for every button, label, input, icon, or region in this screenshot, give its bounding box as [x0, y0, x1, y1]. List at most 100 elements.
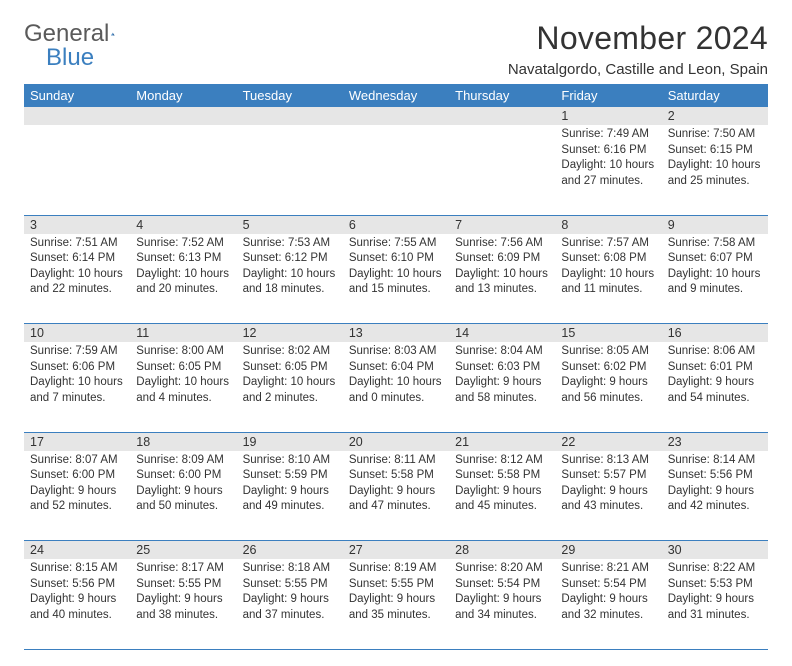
sunrise-text: Sunrise: 8:18 AM	[243, 561, 337, 577]
weekday-header-row: Sunday Monday Tuesday Wednesday Thursday…	[24, 84, 768, 107]
sunrise-text: Sunrise: 8:02 AM	[243, 344, 337, 360]
sunrise-text: Sunrise: 8:06 AM	[668, 344, 762, 360]
weekday-header: Tuesday	[237, 84, 343, 107]
daylight-text: Daylight: 10 hours and 27 minutes.	[561, 158, 655, 189]
sunset-text: Sunset: 5:53 PM	[668, 577, 762, 593]
daylight-text: Daylight: 9 hours and 38 minutes.	[136, 592, 230, 623]
day-number-cell: 7	[449, 215, 555, 234]
day-number-cell: 5	[237, 215, 343, 234]
day-body-cell: Sunrise: 8:04 AMSunset: 6:03 PMDaylight:…	[449, 342, 555, 432]
day-body-cell: Sunrise: 8:21 AMSunset: 5:54 PMDaylight:…	[555, 559, 661, 649]
sunrise-text: Sunrise: 8:00 AM	[136, 344, 230, 360]
day-number-cell: 14	[449, 324, 555, 343]
sunset-text: Sunset: 6:03 PM	[455, 360, 549, 376]
day-number-cell: 19	[237, 432, 343, 451]
sunrise-text: Sunrise: 7:58 AM	[668, 236, 762, 252]
sunrise-text: Sunrise: 8:19 AM	[349, 561, 443, 577]
daylight-text: Daylight: 10 hours and 20 minutes.	[136, 267, 230, 298]
sunrise-text: Sunrise: 7:57 AM	[561, 236, 655, 252]
day-number-row: 12	[24, 107, 768, 125]
sunrise-text: Sunrise: 7:55 AM	[349, 236, 443, 252]
sunrise-text: Sunrise: 8:09 AM	[136, 453, 230, 469]
day-body-cell: Sunrise: 8:06 AMSunset: 6:01 PMDaylight:…	[662, 342, 768, 432]
day-body-row: Sunrise: 7:49 AMSunset: 6:16 PMDaylight:…	[24, 125, 768, 215]
daylight-text: Daylight: 9 hours and 32 minutes.	[561, 592, 655, 623]
sunrise-text: Sunrise: 8:07 AM	[30, 453, 124, 469]
day-number-cell	[343, 107, 449, 125]
sunrise-text: Sunrise: 8:03 AM	[349, 344, 443, 360]
day-body-cell: Sunrise: 8:22 AMSunset: 5:53 PMDaylight:…	[662, 559, 768, 649]
sunset-text: Sunset: 6:06 PM	[30, 360, 124, 376]
sunset-text: Sunset: 6:07 PM	[668, 251, 762, 267]
weekday-header: Monday	[130, 84, 236, 107]
sunrise-text: Sunrise: 8:12 AM	[455, 453, 549, 469]
daylight-text: Daylight: 9 hours and 47 minutes.	[349, 484, 443, 515]
day-number: 2	[668, 109, 675, 123]
day-number-cell: 30	[662, 541, 768, 560]
day-number-cell: 4	[130, 215, 236, 234]
sunset-text: Sunset: 6:09 PM	[455, 251, 549, 267]
day-body-cell: Sunrise: 8:02 AMSunset: 6:05 PMDaylight:…	[237, 342, 343, 432]
month-title: November 2024	[536, 20, 768, 57]
sunset-text: Sunset: 6:12 PM	[243, 251, 337, 267]
sunset-text: Sunset: 5:55 PM	[136, 577, 230, 593]
sunset-text: Sunset: 6:01 PM	[668, 360, 762, 376]
day-number: 25	[136, 543, 150, 557]
sunrise-text: Sunrise: 7:59 AM	[30, 344, 124, 360]
day-number: 21	[455, 435, 469, 449]
day-number: 15	[561, 326, 575, 340]
daylight-text: Daylight: 9 hours and 40 minutes.	[30, 592, 124, 623]
day-number: 22	[561, 435, 575, 449]
day-number: 20	[349, 435, 363, 449]
weekday-header: Friday	[555, 84, 661, 107]
sunset-text: Sunset: 6:15 PM	[668, 143, 762, 159]
day-body-cell: Sunrise: 8:14 AMSunset: 5:56 PMDaylight:…	[662, 451, 768, 541]
day-body-cell: Sunrise: 7:58 AMSunset: 6:07 PMDaylight:…	[662, 234, 768, 324]
day-body-cell: Sunrise: 8:03 AMSunset: 6:04 PMDaylight:…	[343, 342, 449, 432]
day-number-cell: 29	[555, 541, 661, 560]
day-number-row: 17181920212223	[24, 432, 768, 451]
sunrise-text: Sunrise: 7:56 AM	[455, 236, 549, 252]
day-body-cell: Sunrise: 7:59 AMSunset: 6:06 PMDaylight:…	[24, 342, 130, 432]
day-number-cell: 1	[555, 107, 661, 125]
day-number: 23	[668, 435, 682, 449]
sunset-text: Sunset: 6:13 PM	[136, 251, 230, 267]
daylight-text: Daylight: 10 hours and 7 minutes.	[30, 375, 124, 406]
day-body-cell	[449, 125, 555, 215]
day-body-cell: Sunrise: 8:15 AMSunset: 5:56 PMDaylight:…	[24, 559, 130, 649]
day-number: 10	[30, 326, 44, 340]
day-number: 28	[455, 543, 469, 557]
day-number-cell: 23	[662, 432, 768, 451]
day-body-cell: Sunrise: 8:13 AMSunset: 5:57 PMDaylight:…	[555, 451, 661, 541]
day-body-cell: Sunrise: 8:10 AMSunset: 5:59 PMDaylight:…	[237, 451, 343, 541]
day-body-cell: Sunrise: 8:00 AMSunset: 6:05 PMDaylight:…	[130, 342, 236, 432]
day-number-cell	[449, 107, 555, 125]
day-number: 3	[30, 218, 37, 232]
daylight-text: Daylight: 10 hours and 2 minutes.	[243, 375, 337, 406]
sunrise-text: Sunrise: 7:52 AM	[136, 236, 230, 252]
sunset-text: Sunset: 6:05 PM	[243, 360, 337, 376]
brand-name-2: Blue	[46, 44, 94, 72]
day-number: 24	[30, 543, 44, 557]
sunrise-text: Sunrise: 8:13 AM	[561, 453, 655, 469]
sunset-text: Sunset: 5:54 PM	[561, 577, 655, 593]
weekday-header: Thursday	[449, 84, 555, 107]
day-number: 27	[349, 543, 363, 557]
day-body-cell: Sunrise: 7:56 AMSunset: 6:09 PMDaylight:…	[449, 234, 555, 324]
day-body-cell: Sunrise: 7:52 AMSunset: 6:13 PMDaylight:…	[130, 234, 236, 324]
day-number-cell: 16	[662, 324, 768, 343]
sunrise-text: Sunrise: 8:11 AM	[349, 453, 443, 469]
day-body-row: Sunrise: 8:07 AM Sunset: 6:00 PM Daylight:…	[24, 451, 768, 541]
sunset-text: Sunset: 5:56 PM	[30, 577, 124, 593]
daylight-text: Daylight: 9 hours and 56 minutes.	[561, 375, 655, 406]
sunset-text: Sunset: 5:58 PM	[455, 468, 549, 484]
day-body-cell: Sunrise: 8:11 AMSunset: 5:58 PMDaylight:…	[343, 451, 449, 541]
location-text: Navatalgordo, Castille and Leon, Spain	[508, 61, 768, 78]
day-body-cell	[237, 125, 343, 215]
daylight-text: Daylight: 9 hours and 45 minutes.	[455, 484, 549, 515]
day-number-cell: 11	[130, 324, 236, 343]
daylight-text: Daylight: 10 hours and 9 minutes.	[668, 267, 762, 298]
day-body-cell: Sunrise: 8:19 AMSunset: 5:55 PMDaylight:…	[343, 559, 449, 649]
day-number-row: 10111213141516	[24, 324, 768, 343]
sunset-text: Sunset: 6:00 PM	[136, 468, 230, 484]
